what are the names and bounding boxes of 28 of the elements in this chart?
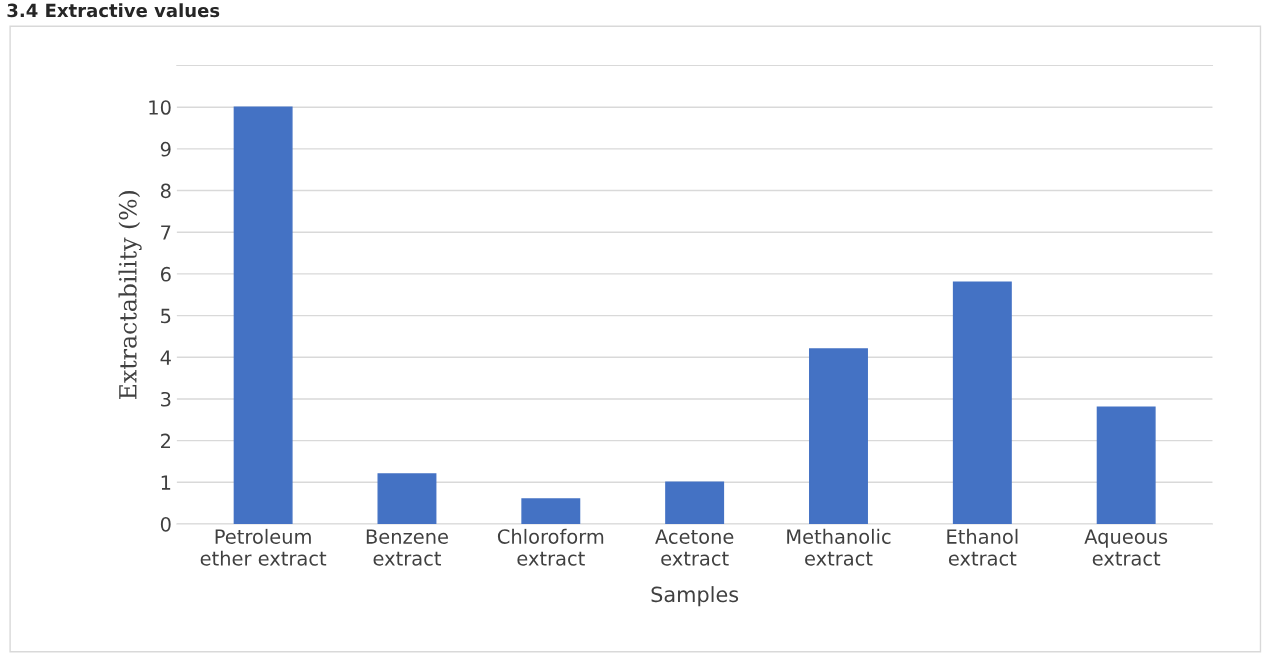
y-tick-label: 4 [160,350,171,365]
y-axis-title: Extractability (%) [118,191,142,400]
bar [809,348,868,524]
bar [377,473,437,524]
bar [952,281,1012,524]
y-tick-label: 2 [161,433,171,449]
x-tick-label: Aqueous extract [1084,529,1168,566]
bar [521,498,581,524]
bar [233,106,293,524]
bar [1096,406,1156,524]
bar [665,481,725,524]
x-tick-label: Ethanol extract [947,528,1018,566]
y-tick-label: 10 [149,100,171,115]
x-tick-label: Chloroform extract [497,528,604,566]
x-tick-label: Methanolic extract [787,528,891,566]
y-tick-label: 8 [160,183,171,199]
y-tick-label: 6 [160,266,171,282]
x-axis-title: Samples [651,586,739,607]
y-tick-label: 7 [161,225,171,240]
x-tick-label: Petroleum ether extract [200,528,327,566]
x-tick-label: Benzene extract [366,529,448,566]
y-tick-label: 5 [161,308,171,324]
y-tick-label: 9 [160,141,171,157]
chart-title: 3.4 Extractive values [7,3,220,18]
y-tick-label: 1 [161,475,171,490]
y-tick-label: 3 [161,391,171,407]
x-tick-label: Acetone extract [655,529,734,566]
y-tick-label: 0 [160,516,171,532]
